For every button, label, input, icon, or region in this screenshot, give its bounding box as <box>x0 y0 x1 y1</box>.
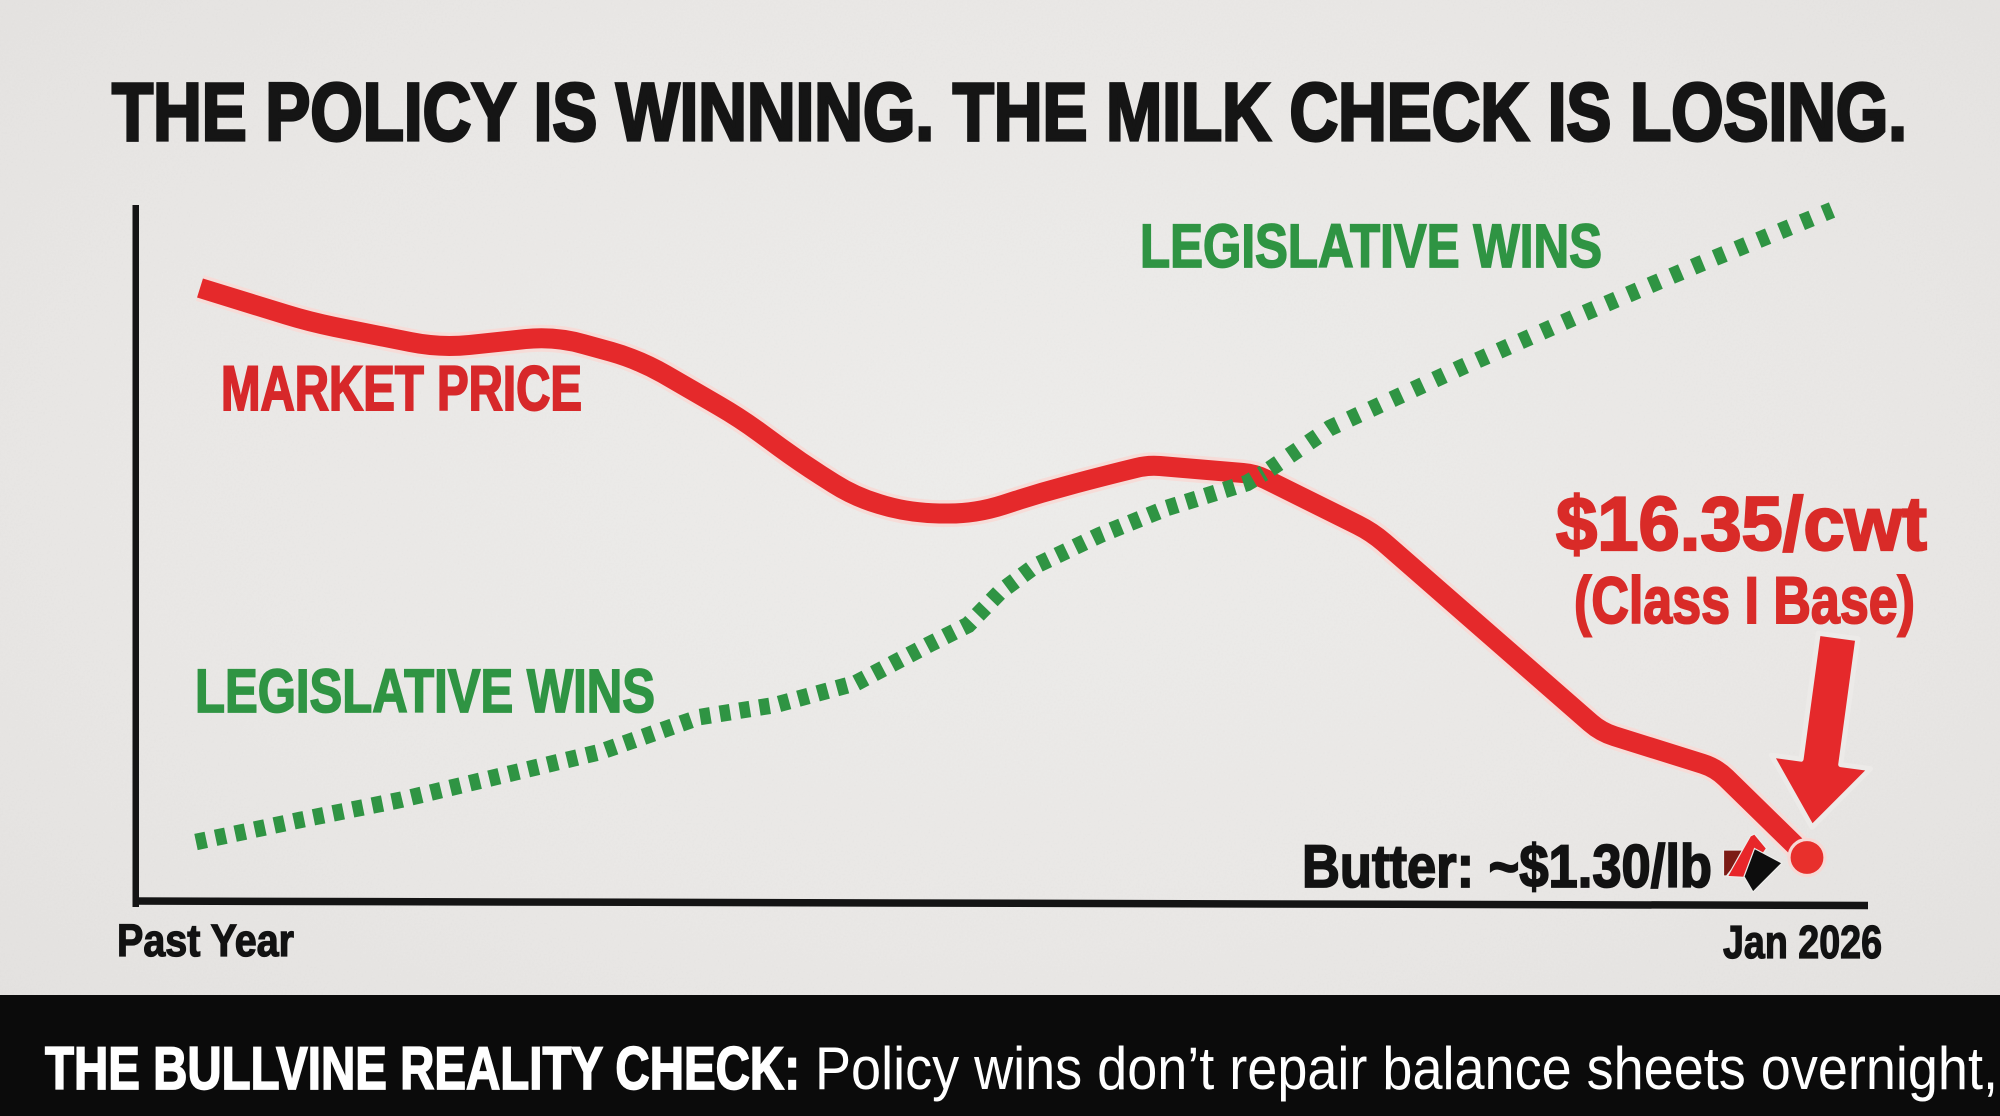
svg-text:Butter: ~$1.30/lb: Butter: ~$1.30/lb <box>1302 833 1712 900</box>
svg-text:(Class I Base): (Class I Base) <box>1574 563 1915 637</box>
svg-text:THE BULLVINE REALITY CHECK:: THE BULLVINE REALITY CHECK: <box>45 1035 800 1102</box>
svg-text:Jan 2026: Jan 2026 <box>1723 916 1882 968</box>
svg-text:$16.35/cwt: $16.35/cwt <box>1556 482 1927 567</box>
svg-text:MARKET PRICE: MARKET PRICE <box>221 354 582 424</box>
svg-text:THE POLICY IS WINNING. THE MIL: THE POLICY IS WINNING. THE MILK CHECK IS… <box>112 67 1907 158</box>
svg-text:Policy wins don’t repair balan: Policy wins don’t repair balance sheets … <box>815 1035 1998 1102</box>
svg-text:Past Year: Past Year <box>117 915 294 966</box>
svg-text:LEGISLATIVE WINS: LEGISLATIVE WINS <box>195 657 655 725</box>
svg-text:LEGISLATIVE WINS: LEGISLATIVE WINS <box>1140 212 1602 280</box>
